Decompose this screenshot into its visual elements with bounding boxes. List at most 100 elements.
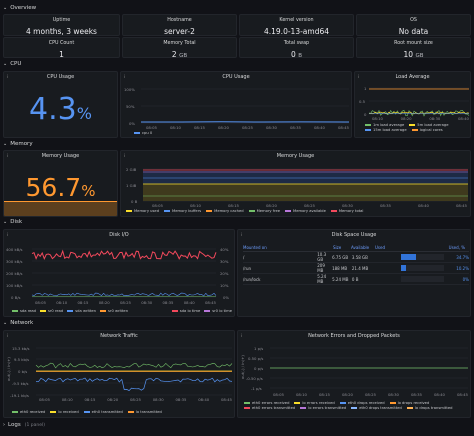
x-tick-label: 08:45	[338, 125, 349, 130]
info-icon[interactable]: i	[7, 232, 9, 237]
table-row: /run 209 MB 188 MB 21.4 MB 10.2%	[243, 263, 469, 274]
chevron-down-icon: ⌄	[3, 141, 8, 147]
legend-item[interactable]: eth0 transmitted	[83, 410, 123, 414]
x-tick-label: 08:10	[61, 397, 73, 402]
network-traffic-panel: i Network Traffic out(-) / in(+) 15.3 kb…	[3, 330, 235, 418]
info-icon[interactable]: i	[241, 232, 243, 237]
legend-item[interactable]: lo errors received	[294, 401, 335, 405]
x-tick-label: 08:20	[400, 116, 412, 121]
axis-tick-label: 10%	[220, 283, 229, 288]
row-cpu[interactable]: ⌄ CPU	[3, 61, 22, 67]
legend-item[interactable]: logical cores	[411, 128, 443, 132]
axis-tick-label: 0%	[129, 121, 136, 126]
axis-tick-label: 0.5	[359, 99, 366, 104]
x-tick-label: 08:20	[107, 397, 119, 402]
axis-tick-label: 0%	[223, 295, 230, 300]
legend-item[interactable]: Memory used	[126, 209, 159, 213]
info-icon[interactable]: i	[241, 333, 243, 338]
legend-item[interactable]: Memory free	[248, 209, 280, 213]
legend-item[interactable]: 15m load average	[365, 128, 407, 132]
x-tick-label: 08:40	[183, 300, 195, 305]
legend-cpu0[interactable]: cpu 0	[134, 131, 152, 135]
legend-item[interactable]: eth0 received	[12, 410, 45, 414]
table-cell: 209 MB	[317, 263, 325, 273]
legend-item[interactable]: eth0 drops transmitted	[351, 406, 402, 410]
legend-item[interactable]: eth0 errors transmitted	[244, 406, 295, 410]
legend-item[interactable]: lo received	[50, 410, 79, 414]
legend-sr0-read[interactable]: sr0 read	[40, 309, 63, 313]
x-tick-label: 08:20	[266, 203, 277, 208]
load-average-plot	[368, 87, 470, 117]
legend-item[interactable]: Memory buffers	[164, 209, 201, 213]
legend-sda-io-time[interactable]: sda io time	[171, 309, 200, 313]
row-logs[interactable]: › Logs (1 panel)	[3, 422, 45, 428]
x-tick-label: 08:15	[228, 203, 239, 208]
axis-tick-label: 0 B	[131, 199, 138, 204]
legend-item[interactable]: 1m load average	[365, 123, 404, 127]
table-cell: 5.24 MB	[332, 276, 349, 282]
axis-tick-label: 0 p/s	[254, 366, 264, 371]
uptime-panel: Uptime 4 months, 3 weeks	[3, 14, 120, 36]
x-tick-label: 08:20	[218, 125, 229, 130]
legend-sr0-written[interactable]: sr0 written	[100, 309, 128, 313]
axis-tick-label: -0.50 p/s	[246, 376, 263, 381]
legend-sr0-io-time[interactable]: sr0 io time	[204, 309, 232, 313]
col-used-pct[interactable]: Used, %	[448, 245, 465, 250]
x-tick-label: 08:40	[434, 392, 445, 397]
chevron-down-icon: ⌄	[3, 5, 8, 11]
x-tick-label: 08:05	[273, 392, 284, 397]
col-used[interactable]: Used	[375, 245, 386, 250]
axis-tick-label: 0 B/s	[11, 295, 21, 300]
col-available[interactable]: Available	[351, 245, 370, 250]
axis-tick-label: 15.3 kb/s	[12, 346, 30, 351]
legend-item[interactable]: lo errors transmitted	[300, 406, 346, 410]
legend-item[interactable]: lo transmitted	[127, 410, 162, 414]
legend-item[interactable]: lo drops transmitted	[406, 406, 452, 410]
row-memory[interactable]: ⌄ Memory	[3, 141, 33, 147]
legend-item[interactable]: 5m load average	[409, 123, 449, 127]
disk-io-legend: sda read sr0 read sda written sr0 writte…	[12, 309, 232, 313]
axis-tick-label: -9.5 kb/s	[12, 381, 29, 386]
cpu-usage-chart-panel: i CPU Usage 100% 50% 0% cpu 0 08:05 08:10…	[120, 71, 352, 138]
info-icon[interactable]: i	[7, 74, 9, 79]
info-icon[interactable]: i	[7, 153, 9, 158]
load-1m-series	[368, 109, 470, 117]
row-disk[interactable]: ⌄ Disk	[3, 219, 23, 225]
eth0-received-series	[35, 362, 233, 369]
info-icon[interactable]: i	[358, 74, 360, 79]
legend-sda-read[interactable]: sda read	[12, 309, 36, 313]
legend-item[interactable]: Memory cached	[206, 209, 244, 213]
info-icon[interactable]: i	[7, 333, 9, 338]
x-tick-label: 08:35	[290, 125, 301, 130]
sda-written-series	[31, 292, 217, 297]
network-errors-panel: i Network Errors and Dropped Packets out…	[237, 330, 471, 418]
col-size[interactable]: Size	[333, 245, 342, 250]
col-mounted-on[interactable]: Mounted on	[243, 245, 267, 250]
legend-item[interactable]: Memory available	[285, 209, 326, 213]
total-swap-panel: Total swap 0 B	[239, 37, 354, 58]
table-cell: /run/lock	[243, 276, 261, 282]
info-icon[interactable]: i	[124, 74, 126, 79]
axis-tick-label: 1 GiB	[126, 183, 137, 188]
table-cell: 3.58 GB	[351, 254, 368, 260]
legend-item[interactable]: Memory total	[330, 209, 363, 213]
x-tick-label: 08:45	[205, 300, 216, 305]
x-tick-label: 08:45	[221, 397, 232, 402]
x-tick-label: 08:30	[152, 397, 164, 402]
legend-item[interactable]: lo drops received	[389, 401, 429, 405]
axis-tick-label: 1 p/s	[254, 346, 264, 351]
kernel-panel: Kernel version 4.19.0-13-amd64	[239, 14, 354, 36]
eth0-transmitted-series	[35, 377, 233, 392]
legend-item[interactable]: eth0 errors received	[244, 401, 289, 405]
axis-tick-label: 0	[364, 112, 367, 117]
legend-sda-written[interactable]: sda written	[67, 309, 96, 313]
info-icon[interactable]: i	[124, 153, 126, 158]
memory-usage-stat-panel: i Memory Usage 56.7%	[3, 150, 118, 217]
axis-tick-label: 50%	[126, 104, 135, 109]
row-overview[interactable]: ⌄ Overview	[3, 5, 37, 11]
root-mount-panel: Root mount size 10 GB	[356, 37, 471, 58]
table-cell: /	[243, 254, 245, 260]
cpu-usage-stat-panel: i CPU Usage 4.3%	[3, 71, 118, 138]
legend-item[interactable]: eth0 drops received	[339, 401, 385, 405]
row-network[interactable]: ⌄ Network	[3, 320, 34, 326]
